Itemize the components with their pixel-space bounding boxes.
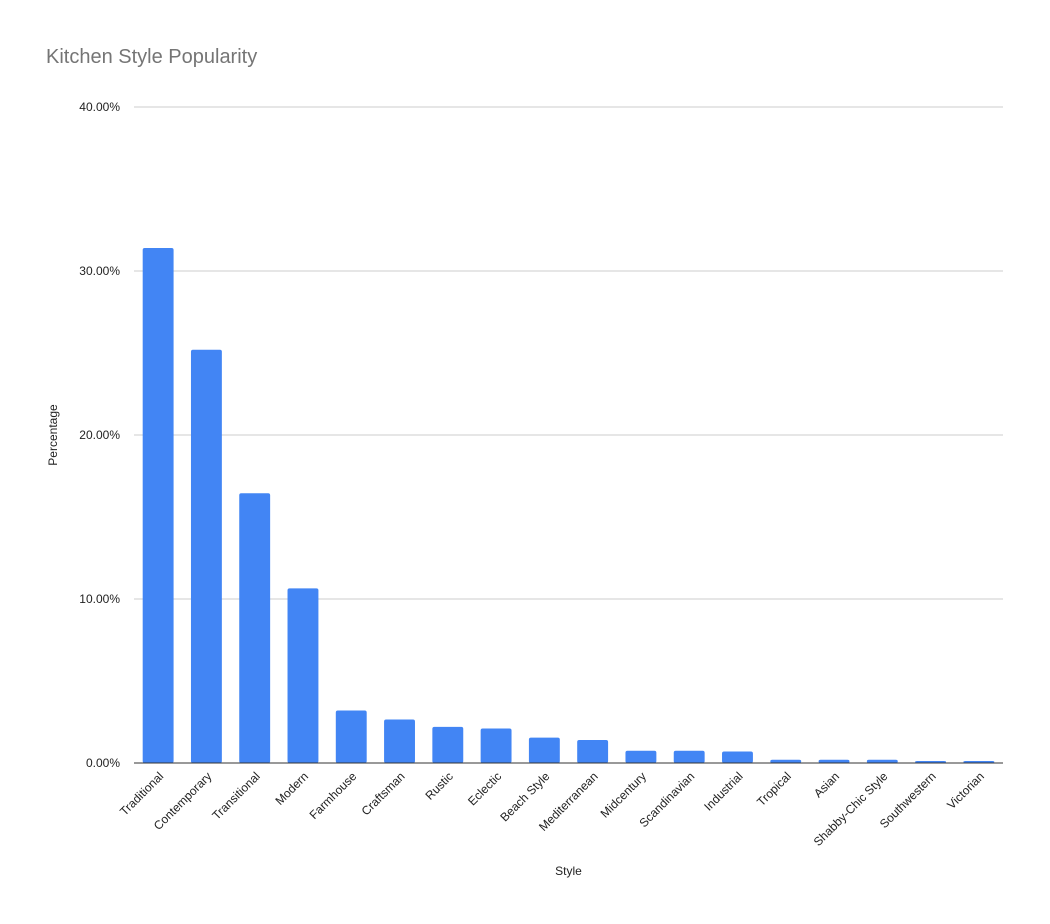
bar [866, 759, 898, 763]
y-tick-label: 30.00% [79, 264, 120, 278]
chart-title: Kitchen Style Popularity [46, 46, 258, 68]
x-tick-label: Rustic [422, 769, 455, 802]
y-tick-label: 10.00% [79, 592, 120, 606]
bar [432, 726, 464, 763]
bar [142, 248, 174, 764]
y-tick-label: 40.00% [79, 100, 120, 114]
bar [335, 710, 367, 763]
x-tick-label: Tropical [754, 769, 794, 809]
bar [625, 750, 657, 763]
bars [142, 248, 995, 764]
x-tick-label: Industrial [701, 769, 745, 813]
x-tick-label: Asian [811, 769, 842, 800]
bar [239, 493, 271, 763]
x-tick-label: Midcentury [598, 769, 649, 820]
bar [722, 751, 753, 763]
bar [287, 588, 319, 763]
x-tick-label: Farmhouse [307, 769, 360, 822]
x-tick-label: Craftsman [359, 769, 408, 818]
x-tick-label: Transitional [209, 769, 262, 822]
y-axis-ticks: 0.00% 10.00% 20.00% 30.00% 40.00% [79, 100, 120, 770]
y-axis-title: Percentage [46, 404, 60, 466]
bar [673, 750, 705, 763]
x-tick-label: Eclectic [465, 769, 504, 808]
y-tick-label: 0.00% [86, 756, 120, 770]
gridlines [134, 106, 1003, 600]
bar [384, 719, 415, 763]
bar [770, 759, 802, 763]
x-tick-label: Victorian [944, 769, 987, 812]
bar [528, 737, 560, 763]
bar [818, 759, 850, 763]
x-tick-label: Modern [272, 769, 311, 808]
bar [480, 728, 512, 763]
x-axis-title: Style [555, 864, 582, 878]
bar [577, 740, 609, 763]
y-tick-label: 20.00% [79, 428, 120, 442]
x-tick-label: Traditional [117, 769, 166, 818]
bar [190, 349, 222, 763]
